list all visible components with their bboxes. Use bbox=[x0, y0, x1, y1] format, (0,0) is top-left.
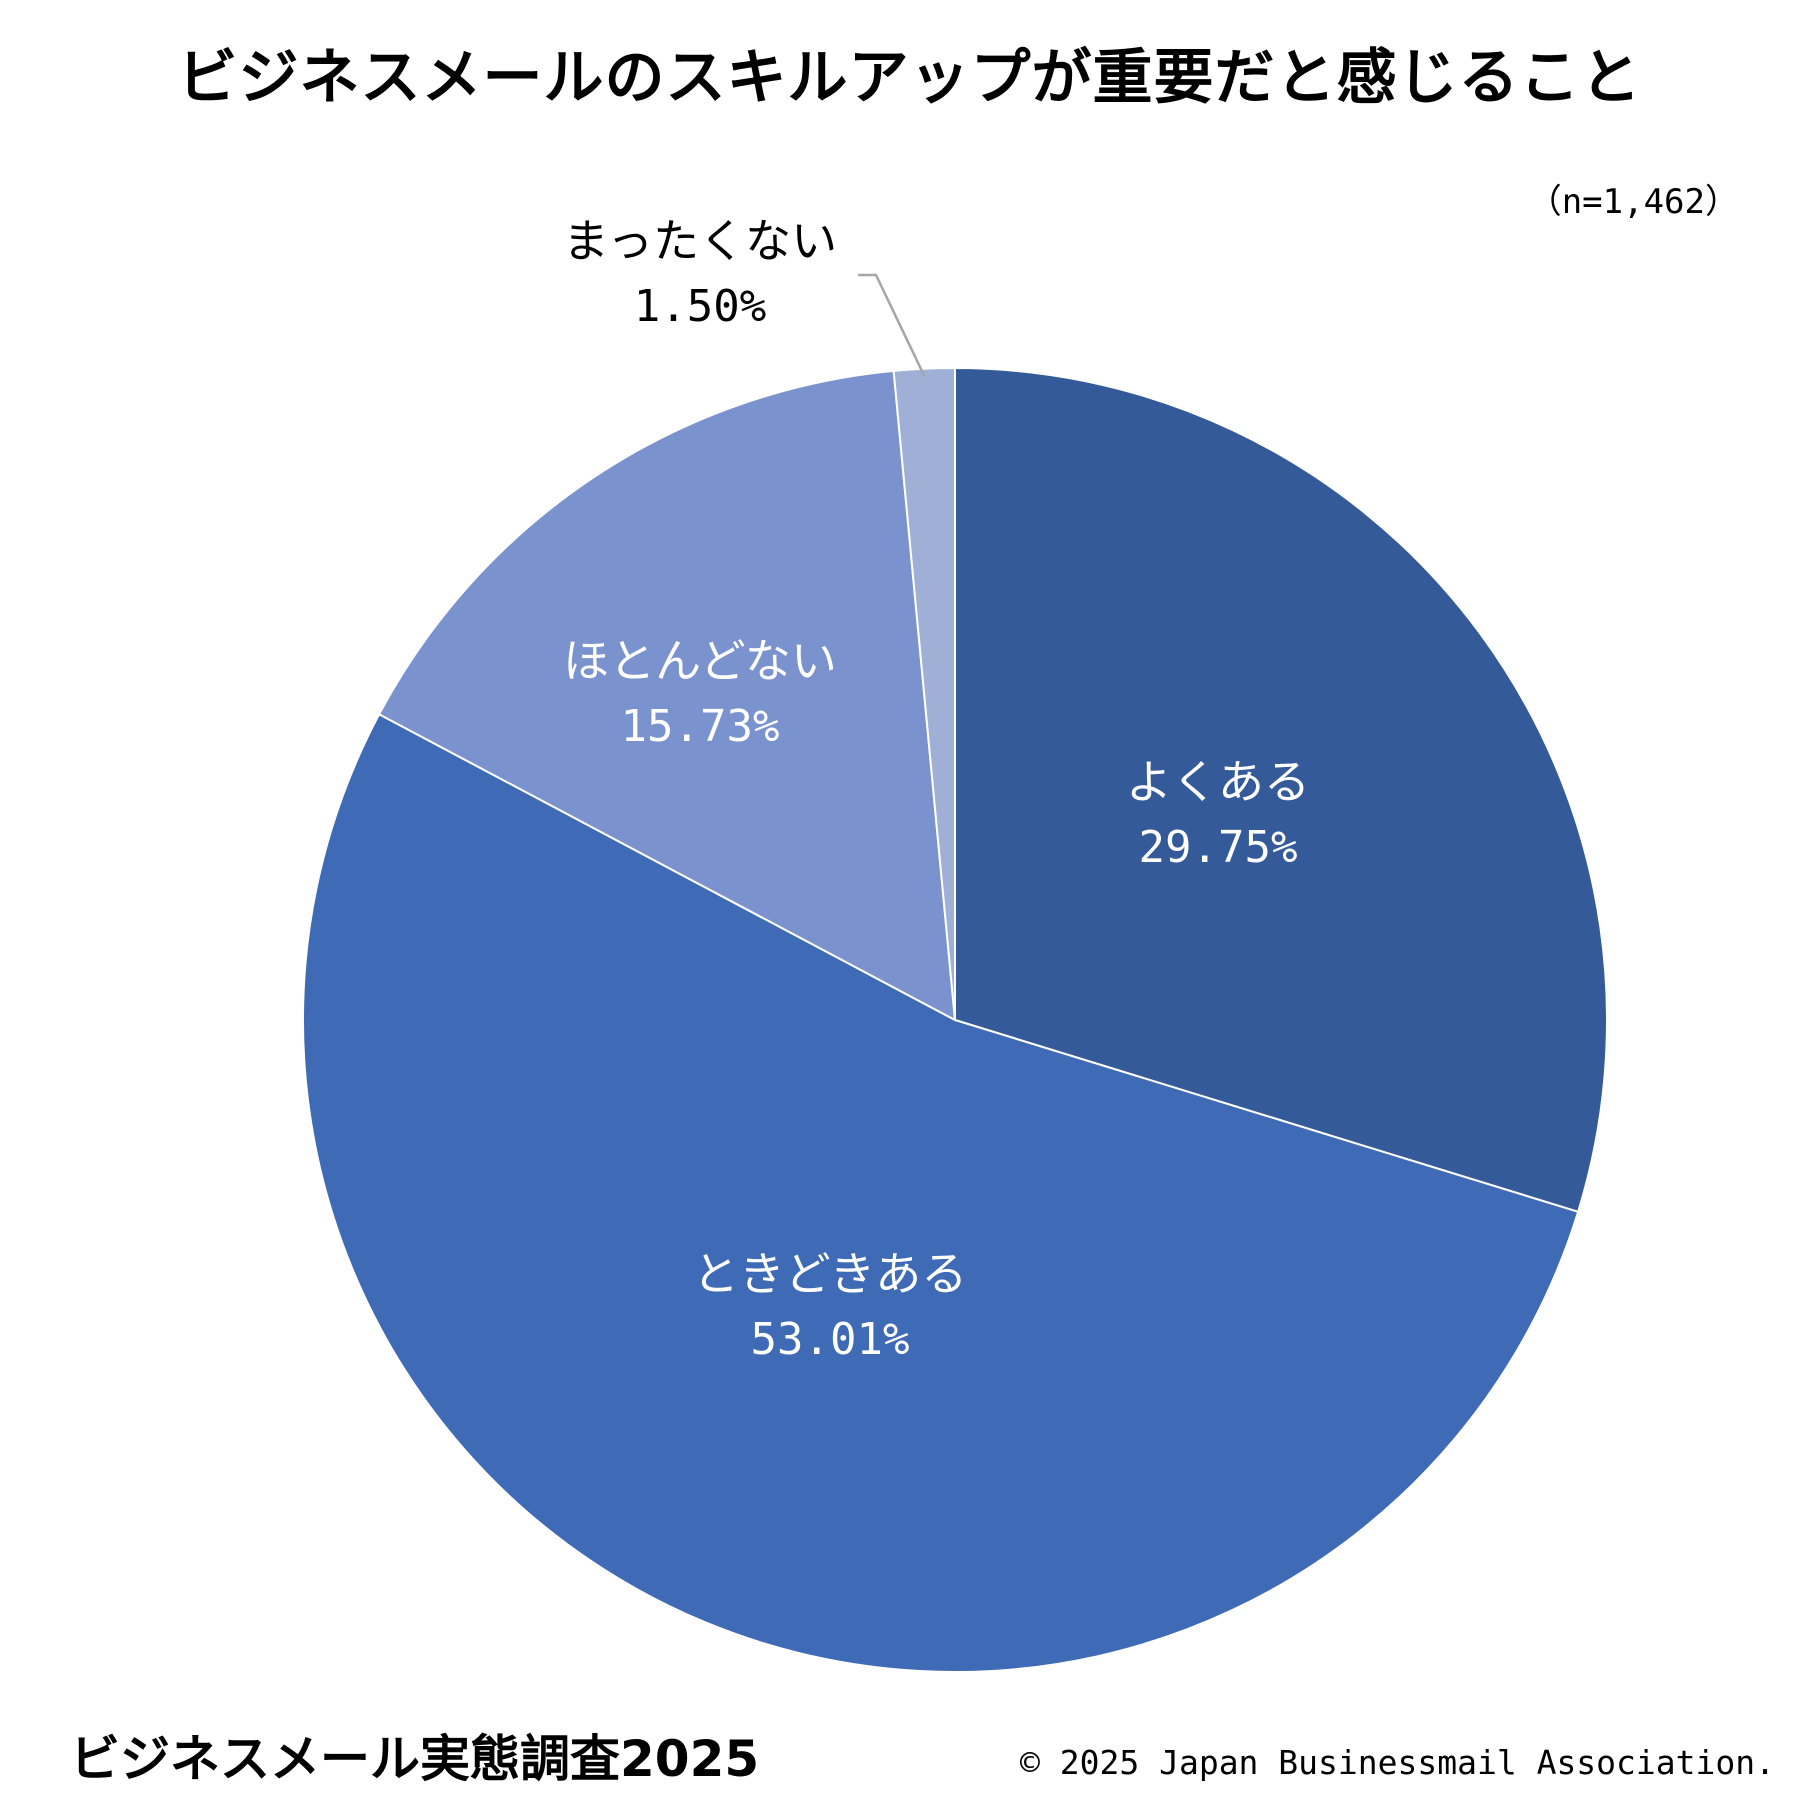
pie-slice-often bbox=[954, 366, 1608, 1214]
chart-title: ビジネスメールのスキルアップが重要だと感じること bbox=[177, 43, 1642, 113]
slice-label-sometimes: ときどきある bbox=[693, 1247, 968, 1301]
slice-value-sometimes: 53.01% bbox=[751, 1314, 910, 1365]
slice-label-often: よくある bbox=[1126, 755, 1310, 809]
leader-line-never bbox=[858, 273, 926, 378]
sample-size-note: （n=1,462） bbox=[1527, 182, 1739, 222]
pie-slice-never bbox=[892, 366, 956, 1021]
slice-value-never: 1.50% bbox=[634, 281, 766, 332]
slice-label-never: まったくない bbox=[563, 214, 837, 268]
slice-value-rarely: 15.73% bbox=[621, 701, 780, 752]
copyright-notice: © 2025 Japan Businessmail Association. bbox=[1020, 1743, 1775, 1782]
survey-name: ビジネスメール実態調査2025 bbox=[70, 1730, 760, 1788]
slice-value-often: 29.75% bbox=[1139, 822, 1298, 873]
slice-label-rarely: ほとんどない bbox=[563, 634, 837, 688]
pie-slice-rarely bbox=[377, 369, 957, 1022]
pie-slice-sometimes bbox=[301, 712, 1580, 1673]
